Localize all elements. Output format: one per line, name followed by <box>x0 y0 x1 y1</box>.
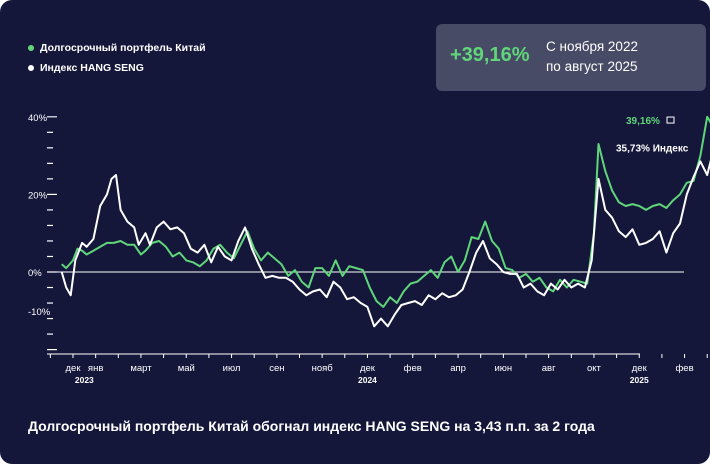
y-tick-label: 40% <box>28 113 48 124</box>
legend-dot-portfolio <box>28 45 34 51</box>
x-tick-label: дек <box>66 363 82 374</box>
stat-period-line1: С ноября 2022 <box>546 39 638 54</box>
y-tick-label: 20% <box>28 190 48 201</box>
end-label-portfolio: 39,16% <box>626 116 660 127</box>
x-tick-label: июл <box>223 363 241 374</box>
x-tick-label: авг <box>542 363 556 374</box>
legend-label-index: Индекс HANG SENG <box>40 62 144 74</box>
x-tick-label: сен <box>269 363 284 374</box>
x-tick-label: фев <box>404 363 422 374</box>
x-year-label: 2023 <box>75 375 94 385</box>
series-line-index <box>60 159 710 328</box>
legend-label-portfolio: Долгосрочный портфель Китай <box>40 42 206 54</box>
legend-item-index: Индекс HANG SENG <box>28 58 206 78</box>
legend-item-portfolio: Долгосрочный портфель Китай <box>28 38 206 58</box>
x-tick-label: нояб <box>312 363 334 374</box>
x-tick-label: май <box>178 363 195 374</box>
x-tick-label: фев <box>675 363 693 374</box>
x-tick-label: март <box>130 363 152 374</box>
stat-period-line2: по август 2025 <box>546 59 638 74</box>
x-tick-label: янв <box>88 363 103 374</box>
x-year-label: 2024 <box>358 375 377 385</box>
stat-value: +39,16% <box>450 44 530 66</box>
end-label-marker <box>666 116 675 124</box>
legend: Долгосрочный портфель Китай Индекс HANG … <box>28 38 206 78</box>
legend-dot-index <box>28 65 34 71</box>
x-tick-label: дек <box>632 363 648 374</box>
footer-caption: Долгосрочный портфель Китай обогнал инде… <box>28 418 595 434</box>
stat-box: +39,16% С ноября 2022 по август 2025 <box>436 24 706 91</box>
x-tick-label: апр <box>450 363 466 374</box>
end-label-index: 35,73% Индекс <box>616 143 689 154</box>
x-tick-label: окт <box>587 363 602 374</box>
x-tick-label: июн <box>495 363 513 374</box>
series-line-portfolio <box>61 115 710 308</box>
y-tick-label: -10% <box>28 307 51 318</box>
y-tick-label: 0% <box>28 268 42 279</box>
x-year-label: 2025 <box>630 375 649 385</box>
x-tick-label: дек <box>360 363 376 374</box>
stat-period: С ноября 2022 по август 2025 <box>546 37 696 77</box>
